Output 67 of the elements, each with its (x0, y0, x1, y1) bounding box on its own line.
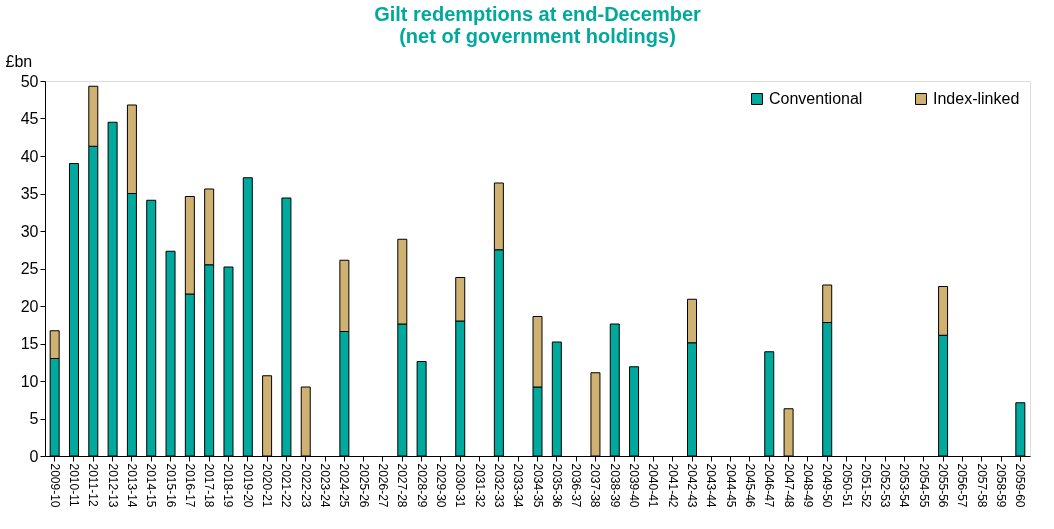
x-tick-label: 2022-23 (298, 463, 313, 508)
y-tick-label: 35 (20, 185, 39, 202)
x-tick-label: 2017-18 (202, 463, 217, 508)
x-tick-label: 2042-43 (685, 463, 700, 508)
y-tick-label: 15 (20, 335, 39, 352)
x-tick-label: 2011-12 (86, 463, 101, 507)
x-tick-label: 2041-42 (665, 463, 680, 508)
x-tick-label: 2033-34 (511, 463, 526, 508)
x-tick-label: 2024-25 (337, 463, 352, 508)
y-tick-label: 30 (20, 222, 39, 240)
x-tick-label: 2010-11 (66, 463, 81, 507)
x-tick-label: 2018-19 (221, 463, 236, 508)
text: Gilt redemptions at end-December (374, 3, 701, 25)
x-tick-label: 2039-40 (627, 463, 642, 508)
x-tick-label: 2048-49 (800, 463, 815, 508)
x-tick-label: 2059-60 (1013, 463, 1028, 508)
x-tick-label: 2030-31 (453, 463, 468, 508)
x-tick-label: 2031-32 (472, 463, 487, 508)
x-tick-label: 2043-44 (704, 463, 719, 508)
x-tick-label: 2015-16 (163, 463, 178, 508)
x-tick-label: 2032-33 (491, 463, 506, 508)
x-tick-label: 2056-57 (955, 463, 970, 508)
x-tick-label: 2046-47 (762, 463, 777, 508)
x-tick-label: 2047-48 (781, 463, 796, 508)
x-tick-label: 2050-51 (839, 463, 854, 508)
x-tick-label: 2037-38 (588, 463, 603, 508)
x-tick-label: 2023-24 (318, 463, 333, 508)
x-tick-label: 2020-21 (260, 463, 275, 508)
text: (net of government holdings) (399, 25, 676, 47)
x-tick-label: 2045-46 (742, 463, 757, 508)
x-tick-label: 2026-27 (375, 463, 390, 508)
x-tick-label: 2035-36 (549, 463, 564, 508)
x-tick-label: 2013-14 (124, 463, 139, 508)
x-tick-label: 2009-10 (47, 463, 62, 508)
x-tick-label: 2049-50 (820, 463, 835, 508)
y-tick-label: 40 (20, 147, 39, 165)
y-tick-label: 50 (20, 72, 39, 90)
x-tick-label: 2027-28 (395, 463, 410, 508)
x-tick-label: 2019-20 (240, 463, 255, 508)
x-tick-label: 2057-58 (974, 463, 989, 508)
legend-label: Index-linked (933, 90, 1020, 107)
x-tick-label: 2040-41 (646, 463, 661, 508)
x-tick-label: 2052-53 (878, 463, 893, 508)
x-tick-label: 2044-45 (723, 463, 738, 508)
x-tick-label: 2025-26 (356, 463, 371, 508)
x-tick-label: 2021-22 (279, 463, 294, 508)
x-tick-label: 2034-35 (530, 463, 545, 508)
legend-label: Conventional (769, 90, 863, 107)
x-tick-label: 2055-56 (936, 463, 951, 508)
y-tick-label: 45 (20, 110, 39, 127)
x-tick-label: 2058-59 (994, 463, 1009, 508)
x-tick-label: 2029-30 (433, 463, 448, 508)
x-tick-label: 2014-15 (144, 463, 159, 508)
x-tick-label: 2038-39 (607, 463, 622, 508)
y-tick-label: 20 (20, 297, 39, 315)
x-tick-label: 2054-55 (916, 463, 931, 508)
y-tick-label: 0 (29, 447, 39, 465)
x-tick-label: 2036-37 (569, 463, 584, 508)
y-tick-label: 5 (29, 410, 39, 427)
x-tick-label: 2012-13 (105, 463, 120, 508)
x-tick-label: 2028-29 (414, 463, 429, 508)
x-tick-label: 2016-17 (182, 463, 197, 508)
x-tick-label: 2053-54 (897, 463, 912, 508)
y-tick-label: 10 (20, 372, 39, 390)
y-axis-title: £bn (5, 52, 33, 70)
x-tick-label: 2051-52 (858, 463, 873, 508)
y-tick-label: 25 (20, 260, 39, 277)
